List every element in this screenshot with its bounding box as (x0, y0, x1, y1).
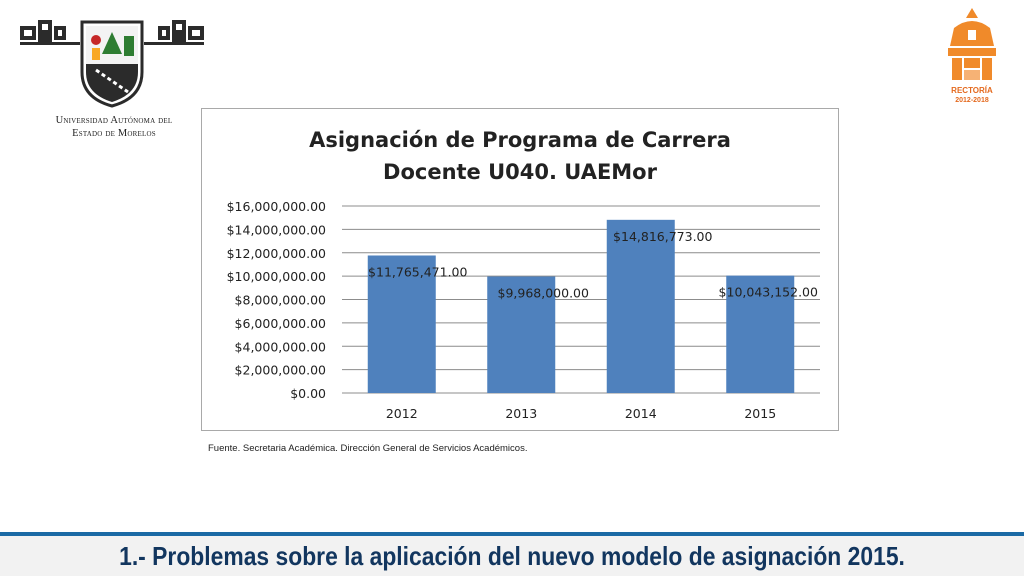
data-label: $14,816,773.00 (613, 229, 712, 244)
bars (367, 219, 795, 393)
bar (606, 219, 675, 393)
data-label: $9,968,000.00 (498, 285, 589, 300)
data-label: $10,043,152.00 (719, 285, 818, 300)
university-name-line1: Universidad Autónoma del (55, 115, 173, 126)
university-name: Universidad Autónoma del Estado de Morel… (20, 114, 208, 140)
chart-title-line2: Docente U040. UAEMor (383, 160, 658, 184)
bar-chart: Asignación de Programa de Carrera Docent… (227, 128, 820, 421)
rectoria-label: RECTORÍA (951, 86, 993, 95)
y-tick-label: $14,000,000.00 (227, 222, 326, 237)
y-tick-label: $10,000,000.00 (227, 269, 326, 284)
x-tick-label: 2012 (386, 406, 418, 421)
footer-title: 1.- Problemas sobre la aplicación del nu… (119, 541, 905, 571)
uaem-logo (20, 20, 204, 108)
chart-title-line1: Asignación de Programa de Carrera (309, 128, 731, 152)
bar (487, 276, 556, 393)
y-tick-label: $2,000,000.00 (235, 363, 326, 378)
x-tick-label: 2015 (744, 406, 776, 421)
x-tick-label: 2013 (505, 406, 537, 421)
bar (726, 275, 795, 393)
source-note: Fuente. Secretaria Académica. Dirección … (208, 443, 528, 454)
chart-frame: Asignación de Programa de Carrera Docent… (201, 108, 839, 431)
y-tick-label: $16,000,000.00 (227, 199, 326, 214)
data-label: $11,765,471.00 (368, 264, 467, 279)
y-tick-label: $0.00 (290, 386, 326, 401)
bar (367, 255, 436, 393)
data-labels: $11,765,471.00 $9,968,000.00 $14,816,773.0… (368, 229, 818, 301)
rectoria-period: 2012-2018 (955, 97, 989, 104)
y-axis-ticks: $0.00 $2,000,000.00 $4,000,000.00 $6,000,00… (227, 199, 326, 401)
footer-bar (0, 536, 1024, 576)
y-tick-label: $8,000,000.00 (235, 293, 326, 308)
footer-rule (0, 532, 1024, 536)
rectoria-logo: RECTORÍA 2012-2018 (948, 8, 996, 104)
y-tick-label: $6,000,000.00 (235, 316, 326, 331)
y-tick-label: $4,000,000.00 (235, 339, 326, 354)
y-tick-label: $12,000,000.00 (227, 246, 326, 261)
x-axis-ticks: 2012 2013 2014 2015 (386, 406, 776, 421)
university-name-line2: Estado de Morelos (72, 128, 156, 139)
x-tick-label: 2014 (625, 406, 657, 421)
